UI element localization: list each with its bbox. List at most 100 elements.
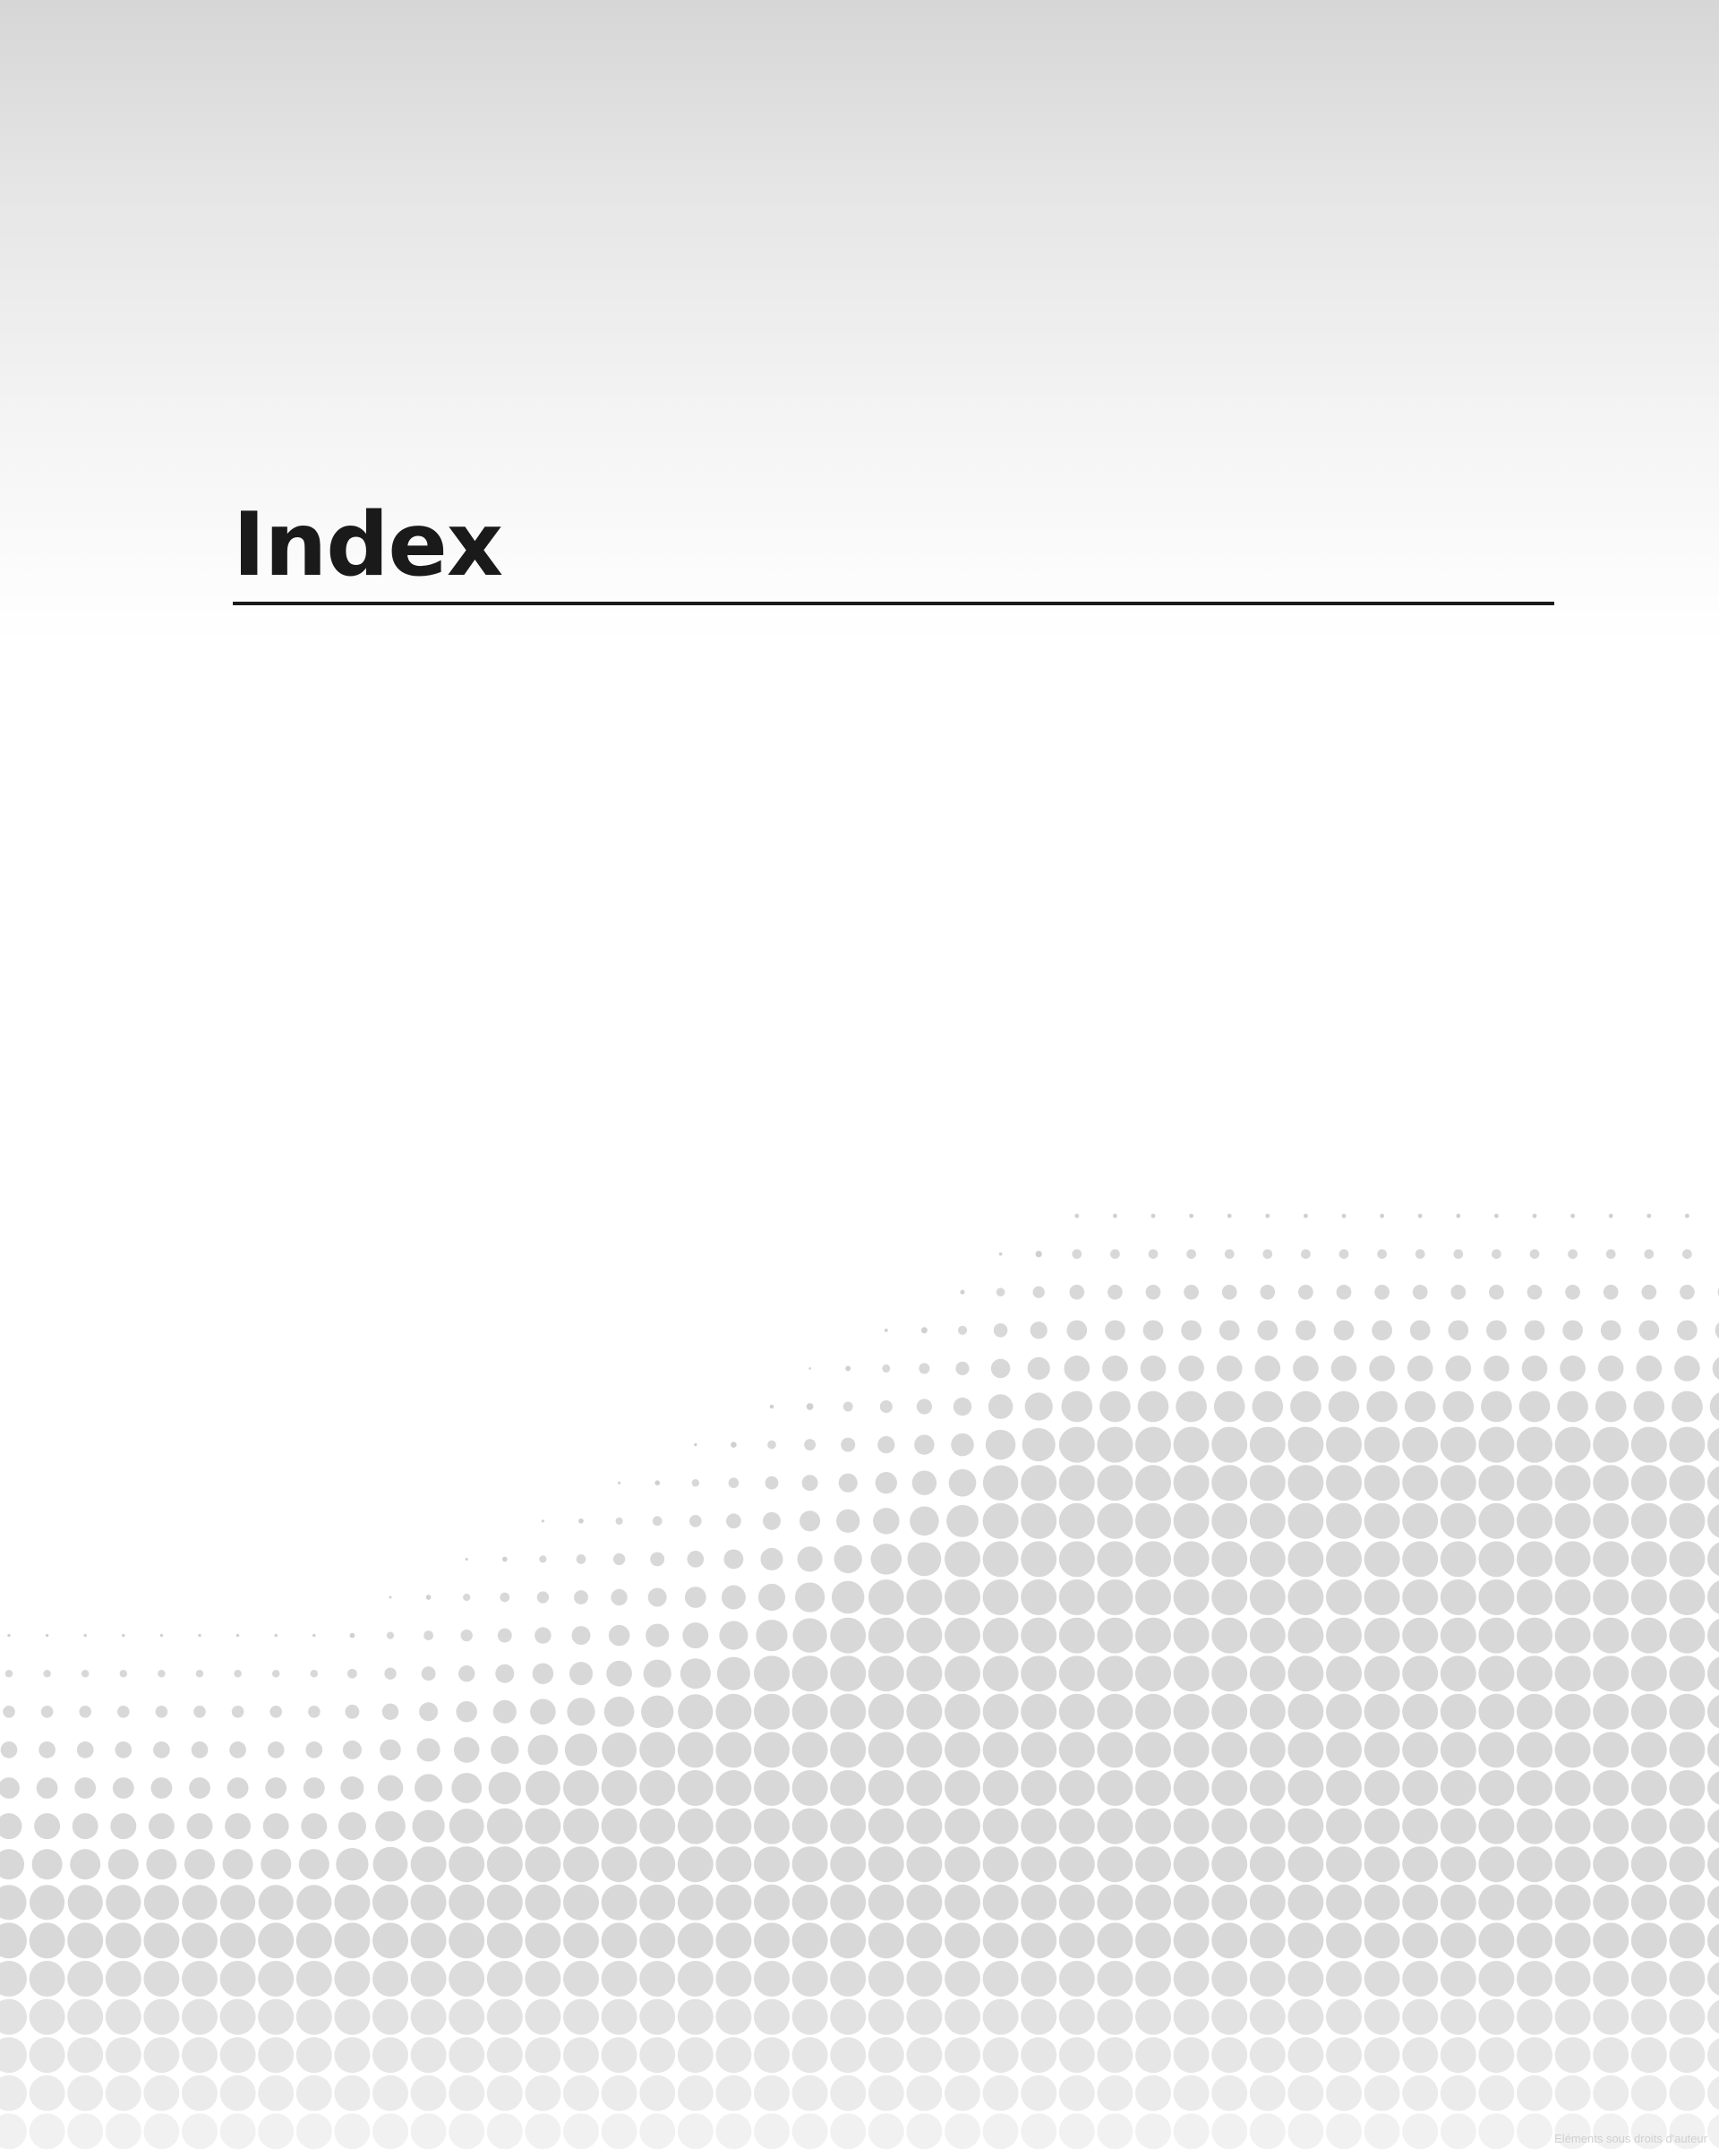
halftone-dot (1517, 1465, 1552, 1502)
halftone-dot (1517, 1770, 1552, 1806)
halftone-dot (1173, 1961, 1210, 1997)
halftone-dot (879, 1399, 893, 1414)
halftone-dot (1058, 1426, 1095, 1463)
halftone-dot (982, 1579, 1019, 1615)
halftone-dot (258, 1961, 295, 1997)
halftone-dot (182, 1922, 218, 1959)
halftone-dot (1173, 1808, 1210, 1844)
halftone-dot (1684, 1213, 1689, 1219)
halftone-dot (1326, 1656, 1362, 1692)
halftone-dot (945, 1846, 980, 1883)
halftone-dot (1058, 1732, 1095, 1768)
halftone-dot (1568, 1249, 1578, 1259)
halftone-dot (1173, 1465, 1210, 1502)
halftone-dot (1478, 1884, 1515, 1921)
halftone-dot (606, 1660, 632, 1687)
halftone-dot (1254, 1356, 1281, 1382)
halftone-dot (1097, 2075, 1133, 2111)
halftone-dot (612, 1553, 626, 1566)
halftone-dot (274, 1633, 278, 1638)
halftone-dot (1517, 1693, 1552, 1730)
halftone-dot (677, 1732, 714, 1768)
halftone-dot (1058, 1693, 1095, 1730)
halftone-dot (301, 1813, 328, 1840)
halftone-dot (1478, 1961, 1515, 1997)
halftone-dot (1364, 1922, 1400, 1959)
halftone-dot (1712, 1356, 1719, 1380)
halftone-dot (1517, 2037, 1552, 2074)
halftone-dot (1565, 1284, 1580, 1300)
halftone-dot (539, 1555, 547, 1563)
halftone-dot (258, 2113, 295, 2150)
halftone-dot (107, 1849, 139, 1880)
halftone-dot (868, 2075, 904, 2111)
halftone-dot (1287, 1617, 1324, 1654)
halftone-dot (1252, 1390, 1284, 1423)
halftone-dot (868, 1617, 904, 1654)
halftone-dot (601, 1770, 637, 1806)
halftone-dot (1440, 1846, 1476, 1883)
halftone-dot (1669, 1656, 1706, 1692)
halftone-dot (189, 1777, 210, 1799)
halftone-dot (1249, 1998, 1286, 2035)
halftone-dot (501, 1556, 508, 1562)
halftone-dot (525, 1770, 560, 1806)
halftone-dot (1707, 1580, 1719, 1614)
halftone-dot (639, 1732, 676, 1768)
halftone-dot (957, 1325, 968, 1335)
halftone-dot (1630, 1961, 1667, 1997)
halftone-dot (525, 1961, 561, 1997)
halftone-dot (1181, 1320, 1202, 1341)
halftone-dot (334, 1961, 371, 1997)
halftone-dot (601, 1961, 637, 1997)
halftone-dot (1636, 1356, 1663, 1382)
halftone-dot (754, 1846, 790, 1883)
halftone-dot (195, 1669, 204, 1678)
halftone-dot (143, 2075, 180, 2111)
halftone-dot (449, 2075, 485, 2111)
halftone-dot (1364, 2113, 1400, 2150)
halftone-dot (1517, 1541, 1552, 1578)
halftone-dot (1097, 2113, 1133, 2150)
halftone-dot (1440, 1961, 1476, 1997)
halftone-dot (148, 1813, 175, 1840)
halftone-dot (1372, 1320, 1392, 1341)
halftone-dot (1707, 1847, 1719, 1881)
halftone-dot (67, 1922, 104, 1959)
halftone-dot (1135, 1693, 1171, 1730)
halftone-dot (920, 1327, 928, 1334)
halftone-dot (527, 1734, 559, 1766)
halftone-dot (1554, 1617, 1591, 1654)
halftone-dot (1287, 1961, 1324, 1997)
halftone-dot (1150, 1213, 1156, 1219)
halftone-dot (105, 1961, 141, 1997)
halftone-dot (1669, 2113, 1706, 2150)
halftone-dot (1326, 1846, 1362, 1883)
halftone-dot (258, 2037, 295, 2074)
halftone-dot (906, 2113, 943, 2150)
halftone-dot (1554, 1961, 1591, 1997)
halftone-dot (1135, 1502, 1171, 1539)
halftone-dot (1517, 1846, 1552, 1883)
halftone-dot (1097, 1617, 1133, 1654)
halftone-dot (1402, 1693, 1439, 1730)
halftone-dot (1456, 1213, 1461, 1219)
halftone-dot (1554, 1922, 1591, 1959)
halftone-dot (1249, 1846, 1286, 1883)
halftone-dot (1593, 1884, 1629, 1921)
halftone-dot (906, 1961, 943, 1997)
halftone-dot (1669, 1770, 1706, 1806)
halftone-dot (906, 1617, 943, 1654)
halftone-dot (1554, 1693, 1591, 1730)
halftone-dot (1554, 1465, 1591, 1502)
halftone-dot (36, 1777, 58, 1799)
halftone-dot (830, 2113, 867, 2150)
halftone-dot (1021, 1541, 1057, 1578)
halftone-dot (680, 1658, 711, 1690)
halftone-dot (182, 2075, 218, 2111)
halftone-dot (830, 1656, 867, 1692)
halftone-dot (1402, 1808, 1439, 1844)
halftone-dot (754, 1693, 790, 1730)
halftone-dot (1074, 1213, 1080, 1219)
halftone-dot (574, 1590, 588, 1604)
